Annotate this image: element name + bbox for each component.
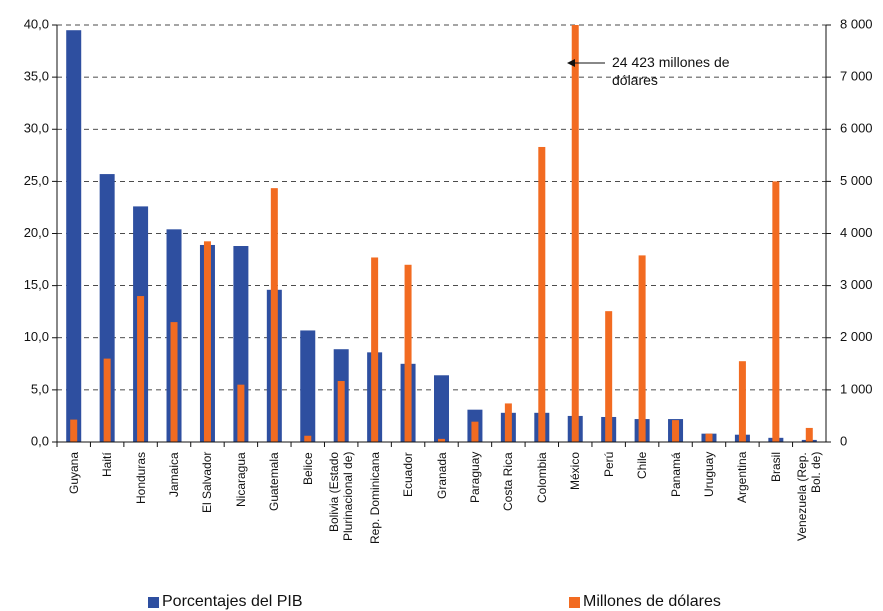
bar bbox=[504, 403, 512, 442]
annotation: 24 423 millones de dólares bbox=[612, 54, 730, 88]
bar bbox=[237, 384, 245, 442]
y2-tick-label: 3 000 bbox=[840, 277, 873, 292]
x-tick-label: Costa Rica bbox=[501, 452, 516, 511]
bar bbox=[434, 375, 449, 442]
bar bbox=[270, 188, 278, 442]
legend-label: Millones de dólares bbox=[583, 593, 721, 610]
bar bbox=[538, 146, 546, 442]
legend-item: Porcentajes del PIB bbox=[148, 593, 303, 611]
x-tick-label: Granada bbox=[434, 452, 449, 499]
bar bbox=[371, 257, 379, 442]
x-tick-label: Haití bbox=[100, 452, 115, 477]
legend-swatch bbox=[569, 596, 580, 608]
bar bbox=[99, 174, 115, 442]
y2-tick-label: 7 000 bbox=[840, 69, 873, 84]
y-tick-label: 0,0 bbox=[31, 433, 49, 448]
y-tick-label: 20,0 bbox=[24, 225, 49, 240]
bar bbox=[438, 438, 445, 442]
x-tick-label: Guatemala bbox=[267, 452, 282, 511]
y2-tick-label: 5 000 bbox=[840, 173, 873, 188]
x-tick-label: Venezuela (Rep. Bol. de) bbox=[795, 452, 824, 541]
bar bbox=[672, 420, 680, 442]
y-tick-label: 25,0 bbox=[24, 173, 49, 188]
y2-tick-label: 1 000 bbox=[840, 381, 873, 396]
x-tick-label: Ecuador bbox=[401, 452, 416, 497]
legend-label: Porcentajes del PIB bbox=[162, 593, 303, 610]
bar bbox=[300, 330, 316, 442]
bar bbox=[103, 358, 111, 442]
y-tick-label: 30,0 bbox=[24, 121, 49, 136]
x-tick-label: Guyana bbox=[66, 452, 81, 495]
x-tick-label: Panamá bbox=[668, 452, 683, 497]
x-tick-label: El Salvador bbox=[200, 452, 215, 514]
x-tick-label: Chile bbox=[635, 452, 650, 480]
x-tick-label: México bbox=[568, 452, 583, 491]
x-tick-label: Belice bbox=[300, 452, 315, 485]
y-tick-label: 10,0 bbox=[24, 329, 49, 344]
bar bbox=[203, 241, 211, 442]
bar bbox=[805, 427, 813, 442]
x-tick-label: Uruguay bbox=[701, 452, 716, 498]
y2-tick-label: 0 bbox=[840, 433, 847, 448]
bar bbox=[304, 435, 312, 442]
bar bbox=[571, 25, 579, 442]
bar bbox=[605, 311, 613, 442]
y-tick-label: 15,0 bbox=[24, 277, 49, 292]
x-tick-label: Colombia bbox=[534, 452, 549, 503]
y-tick-label: 35,0 bbox=[24, 69, 49, 84]
x-tick-label: Perú bbox=[601, 452, 616, 478]
bar bbox=[233, 246, 249, 442]
x-tick-label: Rep. Dominicana bbox=[367, 452, 382, 545]
x-tick-label: Bolivia (Estado Plurinacional de) bbox=[327, 452, 356, 542]
bar bbox=[705, 433, 713, 442]
bar bbox=[66, 30, 82, 442]
legend-swatch bbox=[148, 596, 159, 608]
bar bbox=[772, 181, 780, 442]
x-tick-label: Nicaragua bbox=[233, 452, 248, 507]
bar bbox=[638, 255, 646, 442]
y2-tick-label: 4 000 bbox=[840, 225, 873, 240]
y2-tick-label: 8 000 bbox=[840, 16, 873, 31]
legend-item: Millones de dólares bbox=[569, 593, 721, 611]
bar bbox=[471, 421, 479, 442]
x-tick-label: Honduras bbox=[133, 452, 148, 505]
x-tick-label: Argentina bbox=[735, 452, 750, 504]
bar bbox=[170, 322, 178, 442]
x-tick-label: Brasil bbox=[768, 452, 783, 483]
bar bbox=[738, 361, 746, 442]
x-tick-label: Paraguay bbox=[467, 452, 482, 504]
y2-tick-label: 2 000 bbox=[840, 329, 873, 344]
bar bbox=[137, 296, 145, 442]
x-tick-label: Jamaica bbox=[167, 452, 182, 497]
y2-tick-label: 6 000 bbox=[840, 121, 873, 136]
bar bbox=[70, 419, 78, 442]
bar bbox=[404, 264, 412, 442]
bar bbox=[337, 381, 345, 442]
y-tick-label: 5,0 bbox=[31, 381, 49, 396]
y-tick-label: 40,0 bbox=[24, 16, 49, 31]
